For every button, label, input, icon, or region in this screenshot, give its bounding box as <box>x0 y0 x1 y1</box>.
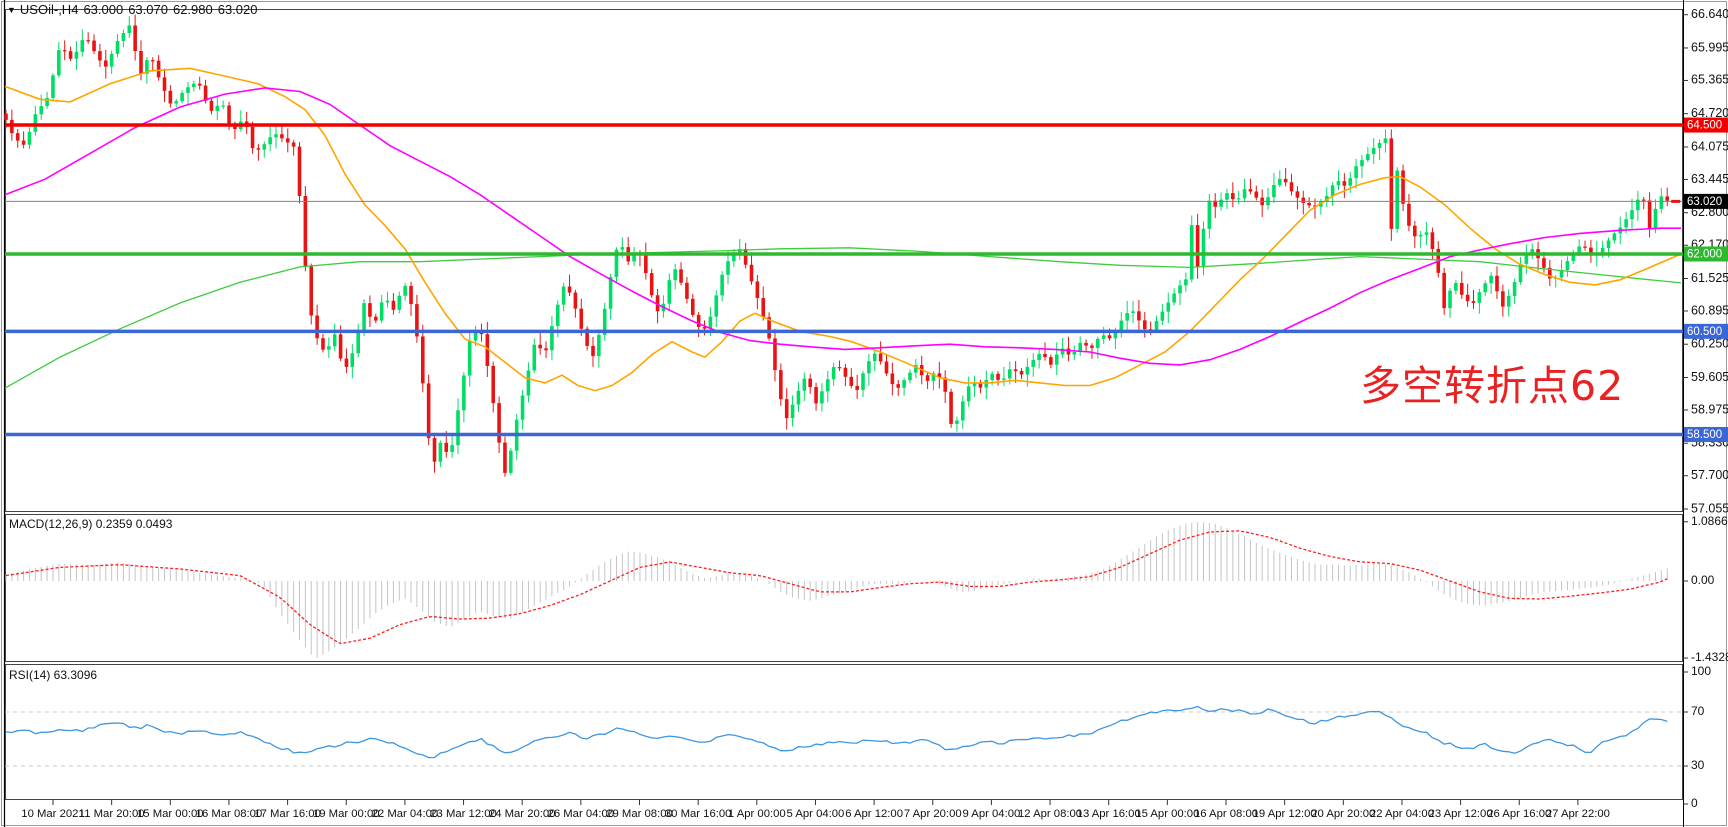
time-tick-label: 23 Mar 12:00 <box>430 808 497 820</box>
horizontal-lines-layer[interactable] <box>5 123 1683 437</box>
quote-low: 62.980 <box>172 2 213 17</box>
price-badge-text: 62.000 <box>1687 249 1722 261</box>
time-tick-label: 6 Apr 12:00 <box>845 808 903 820</box>
rsi-line <box>5 705 1668 759</box>
collapse-quote-arrow-icon[interactable]: ▼ <box>7 5 16 15</box>
price-tick-label: 57.055 <box>1691 501 1728 515</box>
time-tick-label: 13 Apr 16:00 <box>1077 808 1141 820</box>
time-tick-label: 27 Apr 22:00 <box>1546 808 1610 820</box>
time-tick-label: 12 Apr 08:00 <box>1018 808 1082 820</box>
rsi-panel[interactable]: 100 70 30 0 <box>5 664 1711 810</box>
time-tick-label: 24 Mar 20:00 <box>489 808 556 820</box>
rsi-axis-label: 70 <box>1691 704 1705 718</box>
time-tick-label: 17 Mar 16:00 <box>254 808 321 820</box>
time-tick-label: 26 Mar 04:00 <box>548 808 615 820</box>
time-tick-label: 26 Apr 16:00 <box>1487 808 1551 820</box>
quote-open: 63.000 <box>83 2 124 17</box>
price-tick-label: 58.975 <box>1691 402 1728 416</box>
price-badge-text: 60.500 <box>1687 326 1722 338</box>
price-badge-60.500 <box>1684 323 1728 339</box>
time-tick-label: 7 Apr 20:00 <box>904 808 962 820</box>
price-badge-text: 64.500 <box>1687 120 1722 132</box>
time-tick-label: 22 Mar 04:00 <box>372 808 439 820</box>
time-tick-label: 20 Apr 20:00 <box>1311 808 1375 820</box>
price-axis[interactable]: 66.64065.99565.36564.72064.07563.44562.8… <box>1683 7 1728 515</box>
rsi-axis-label: 100 <box>1691 664 1711 678</box>
time-tick-label: 19 Apr 12:00 <box>1253 808 1317 820</box>
price-tick-label: 65.365 <box>1691 73 1728 87</box>
time-tick-label: 19 Mar 00:00 <box>313 808 380 820</box>
time-tick-label: 10 Mar 2021 <box>21 808 84 820</box>
time-tick-label: 16 Apr 08:00 <box>1194 808 1258 820</box>
time-tick-label: 29 Mar 08:00 <box>606 808 673 820</box>
symbol-timeframe: USOil-,H4 <box>19 2 79 17</box>
time-tick-label: 5 Apr 04:00 <box>787 808 845 820</box>
price-badge-58.500 <box>1684 426 1728 442</box>
macd-panel[interactable]: 1.0866 0.00 -1.4328 <box>5 514 1728 664</box>
quote-high: 63.070 <box>128 2 168 17</box>
rsi-axis-label: 30 <box>1691 758 1705 772</box>
price-tick-label: 65.995 <box>1691 40 1728 54</box>
price-tick-label: 59.605 <box>1691 370 1728 384</box>
time-tick-label: 30 Mar 16:00 <box>665 808 732 820</box>
macd-signal-line <box>5 530 1668 645</box>
price-tick-label: 64.720 <box>1691 106 1728 120</box>
candles-layer[interactable] <box>4 14 1670 477</box>
macd-axis-label: 1.0866 <box>1691 514 1728 528</box>
price-tick-label: 60.895 <box>1691 303 1728 317</box>
rsi-indicator-label: RSI(14) 63.3096 <box>9 668 98 682</box>
time-tick-label: 15 Apr 00:00 <box>1135 808 1199 820</box>
price-tick-label: 64.075 <box>1691 139 1728 153</box>
time-tick-label: 1 Apr 00:00 <box>728 808 786 820</box>
time-tick-label: 16 Mar 08:00 <box>196 808 263 820</box>
ma-magenta-line <box>4 87 1681 366</box>
moving-averages-layer <box>4 67 1682 392</box>
price-badge-text: 63.020 <box>1687 196 1722 208</box>
macd-axis-label: -1.4328 <box>1691 650 1728 664</box>
price-tick-label: 66.640 <box>1691 7 1728 21</box>
price-badge-63.020 <box>1684 193 1728 209</box>
quote-close: 63.020 <box>217 2 258 17</box>
time-tick-label: 11 Mar 20:00 <box>79 808 145 820</box>
annotation-text: 多空转折点62 <box>1360 362 1625 410</box>
price-badge-62.000 <box>1684 246 1728 262</box>
time-tick-label: 23 Apr 12:00 <box>1429 808 1493 820</box>
price-tick-label: 60.250 <box>1691 337 1728 351</box>
quote-line: ▼ USOil-,H4 63.000 63.070 62.980 63.020 <box>7 2 263 17</box>
price-tick-label: 61.525 <box>1691 271 1728 285</box>
macd-axis-label: 0.00 <box>1691 573 1715 587</box>
price-tick-label: 57.700 <box>1691 468 1728 482</box>
time-tick-label: 9 Apr 04:00 <box>963 808 1021 820</box>
price-badge-64.500 <box>1684 117 1728 133</box>
ma-orange-line <box>4 67 1682 392</box>
time-tick-label: 15 Mar 00:00 <box>137 808 204 820</box>
price-badge-text: 58.500 <box>1687 429 1722 441</box>
rsi-axis-label: 0 <box>1691 796 1698 810</box>
time-tick-label: 22 Apr 04:00 <box>1370 808 1434 820</box>
macd-indicator-label: MACD(12,26,9) 0.2359 0.0493 <box>9 517 173 531</box>
price-tick-label: 63.445 <box>1691 172 1728 186</box>
